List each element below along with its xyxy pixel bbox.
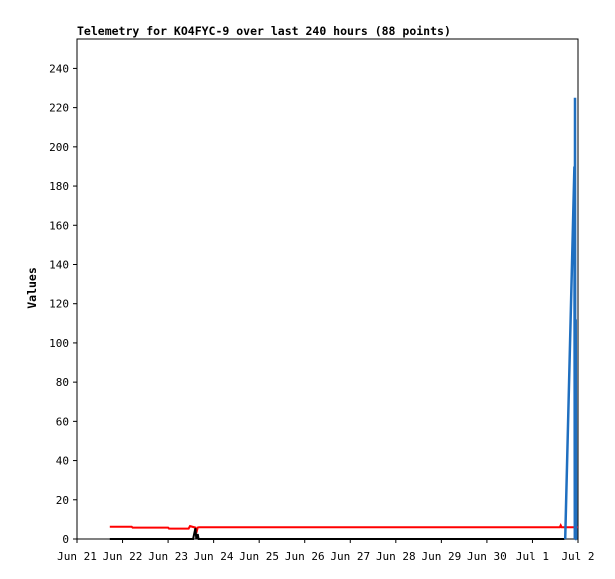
y-tick-label: 160: [49, 219, 69, 232]
y-tick-label: 220: [49, 102, 69, 115]
x-tick-label: Jun 28: [376, 550, 416, 563]
series-layer: [109, 97, 578, 541]
y-tick-label: 40: [56, 455, 69, 468]
y-axis-label: Values: [25, 267, 39, 309]
y-tick-label: 20: [56, 494, 69, 507]
y-tick-label: 80: [56, 376, 69, 389]
x-axis: Jun 21 Jun 22 Jun 23 Jun 24 Jun 25 Jun 26 Jun …: [57, 539, 595, 563]
y-axis: 0 20 40 60 80 100 120 140 160 180 200 220 240: [49, 62, 77, 546]
y-tick-label: 240: [49, 62, 69, 75]
plot-area: [76, 38, 579, 540]
x-tick-label: Jun 27: [330, 550, 370, 563]
x-tick-label: Jun 30: [467, 550, 507, 563]
x-tick-label: Jul 1: [516, 550, 549, 563]
x-tick-label: Jun 26: [285, 550, 325, 563]
x-tick-label: Jul 2: [561, 550, 594, 563]
y-tick-label: 140: [49, 258, 69, 271]
series-line-3: [563, 97, 578, 541]
y-tick-label: 0: [62, 533, 69, 546]
x-tick-label: Jun 24: [194, 550, 234, 563]
series-line-2: [109, 527, 565, 540]
x-tick-label: Jun 23: [148, 550, 188, 563]
x-tick-label: Jun 22: [103, 550, 143, 563]
chart-title: Telemetry for KO4FYC-9 over last 240 hou…: [77, 24, 451, 38]
y-tick-label: 200: [49, 141, 69, 154]
y-tick-label: 100: [49, 337, 69, 350]
y-tick-label: 60: [56, 415, 69, 428]
x-tick-label: Jun 25: [239, 550, 279, 563]
series-line-1: [109, 522, 578, 534]
x-tick-label: Jun 29: [421, 550, 461, 563]
y-tick-label: 180: [49, 180, 69, 193]
y-tick-label: 120: [49, 298, 69, 311]
x-tick-label: Jun 21: [57, 550, 97, 563]
